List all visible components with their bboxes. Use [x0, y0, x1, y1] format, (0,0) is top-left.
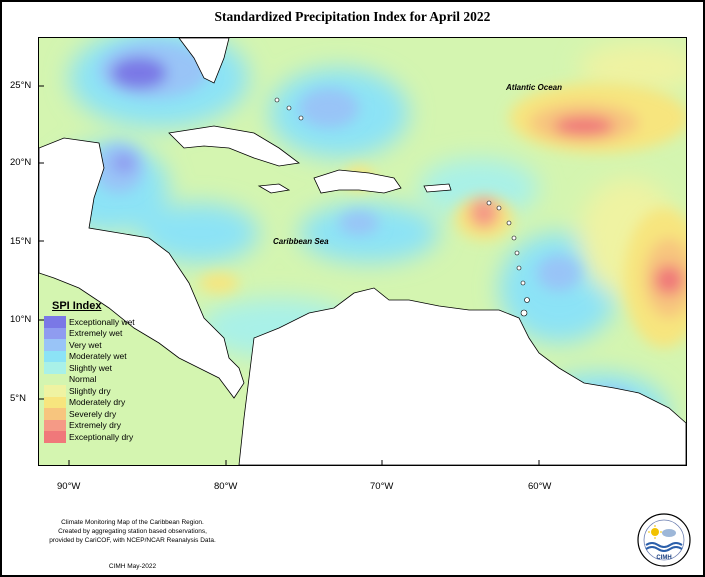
hispaniola — [313, 169, 402, 194]
legend-swatch — [44, 408, 66, 420]
lat-label-20n: 20°N — [10, 157, 32, 168]
spi-legend: SPI Index Exceptionally wet Extremely wet… — [44, 300, 174, 443]
lat-label-5n: 5°N — [10, 393, 26, 404]
south-america — [238, 287, 686, 465]
legend-item: Slightly dry — [44, 385, 174, 397]
legend-label: Slightly wet — [69, 362, 112, 373]
spi-map: Atlantic Ocean Caribbean Sea — [38, 37, 687, 466]
graticule-ticks — [39, 85, 540, 465]
legend-items: Exceptionally wet Extremely wet Very wet Mo… — [44, 316, 174, 443]
legend-item: Slightly wet — [44, 362, 174, 374]
legend-item: Severely dry — [44, 408, 174, 420]
legend-swatch — [44, 396, 66, 408]
credits: Climate Monitoring Map of the Caribbean … — [0, 518, 265, 545]
legend-label: Exceptionally wet — [69, 316, 135, 327]
lat-label-15n: 15°N — [10, 236, 32, 247]
legend-swatch — [44, 327, 66, 339]
lat-label-25n: 25°N — [10, 80, 32, 91]
credits-line-1: Climate Monitoring Map of the Caribbean … — [61, 519, 204, 526]
jamaica — [257, 183, 291, 194]
legend-item: Extremely dry — [44, 419, 174, 431]
legend-label: Extremely dry — [69, 420, 121, 431]
legend-item: Exceptionally wet — [44, 316, 174, 328]
lon-label-90w: 90°W — [57, 481, 81, 492]
legend-title: SPI Index — [52, 300, 102, 312]
legend-item: Exceptionally dry — [44, 431, 174, 443]
legend-label: Extremely wet — [69, 328, 123, 339]
legend-item: Extremely wet — [44, 327, 174, 339]
legend-swatch — [44, 385, 66, 397]
caribbean-sea-label: Caribbean Sea — [273, 237, 329, 246]
legend-swatch — [44, 431, 66, 443]
legend-swatch — [44, 339, 66, 351]
legend-swatch — [44, 373, 66, 385]
lon-label-60w: 60°W — [528, 481, 552, 492]
logo-text: CIMH — [656, 555, 671, 561]
legend-label: Very wet — [69, 339, 102, 350]
lon-label-70w: 70°W — [370, 481, 394, 492]
florida — [178, 38, 230, 84]
map-title: Standardized Precipitation Index for Apr… — [214, 9, 491, 24]
legend-item: Normal — [44, 373, 174, 385]
legend-item: Very wet — [44, 339, 174, 351]
lon-label-80w: 80°W — [214, 481, 238, 492]
legend-swatch — [44, 316, 66, 328]
lat-label-10n: 10°N — [10, 314, 32, 325]
legend-label: Normal — [69, 374, 97, 385]
legend-swatch — [44, 362, 66, 374]
credits-line-2: Created by aggregating station based obs… — [58, 528, 207, 535]
legend-label: Severely dry — [69, 408, 117, 419]
cuba — [168, 125, 301, 167]
legend-item: Moderately dry — [44, 396, 174, 408]
cimh-logo-icon: CIMH — [636, 512, 692, 568]
spi-cores — [94, 42, 686, 443]
atlantic-ocean-label: Atlantic Ocean — [506, 83, 563, 92]
legend-swatch — [44, 350, 66, 362]
legend-label: Moderately dry — [69, 397, 126, 408]
legend-label: Exceptionally dry — [69, 431, 134, 442]
central-america — [39, 137, 245, 399]
credits-stamp: CIMH May-2022 — [108, 563, 157, 570]
legend-item: Moderately wet — [44, 350, 174, 362]
legend-label: Moderately wet — [69, 351, 127, 362]
legend-label: Slightly dry — [69, 385, 111, 396]
puerto-rico — [423, 183, 452, 193]
land-masses — [39, 38, 686, 465]
credits-line-3: provided by CariCOF, with NCEP/NCAR Rean… — [49, 537, 216, 544]
small-islands — [274, 97, 530, 317]
spi-map-graphic — [39, 38, 686, 465]
legend-swatch — [44, 419, 66, 431]
